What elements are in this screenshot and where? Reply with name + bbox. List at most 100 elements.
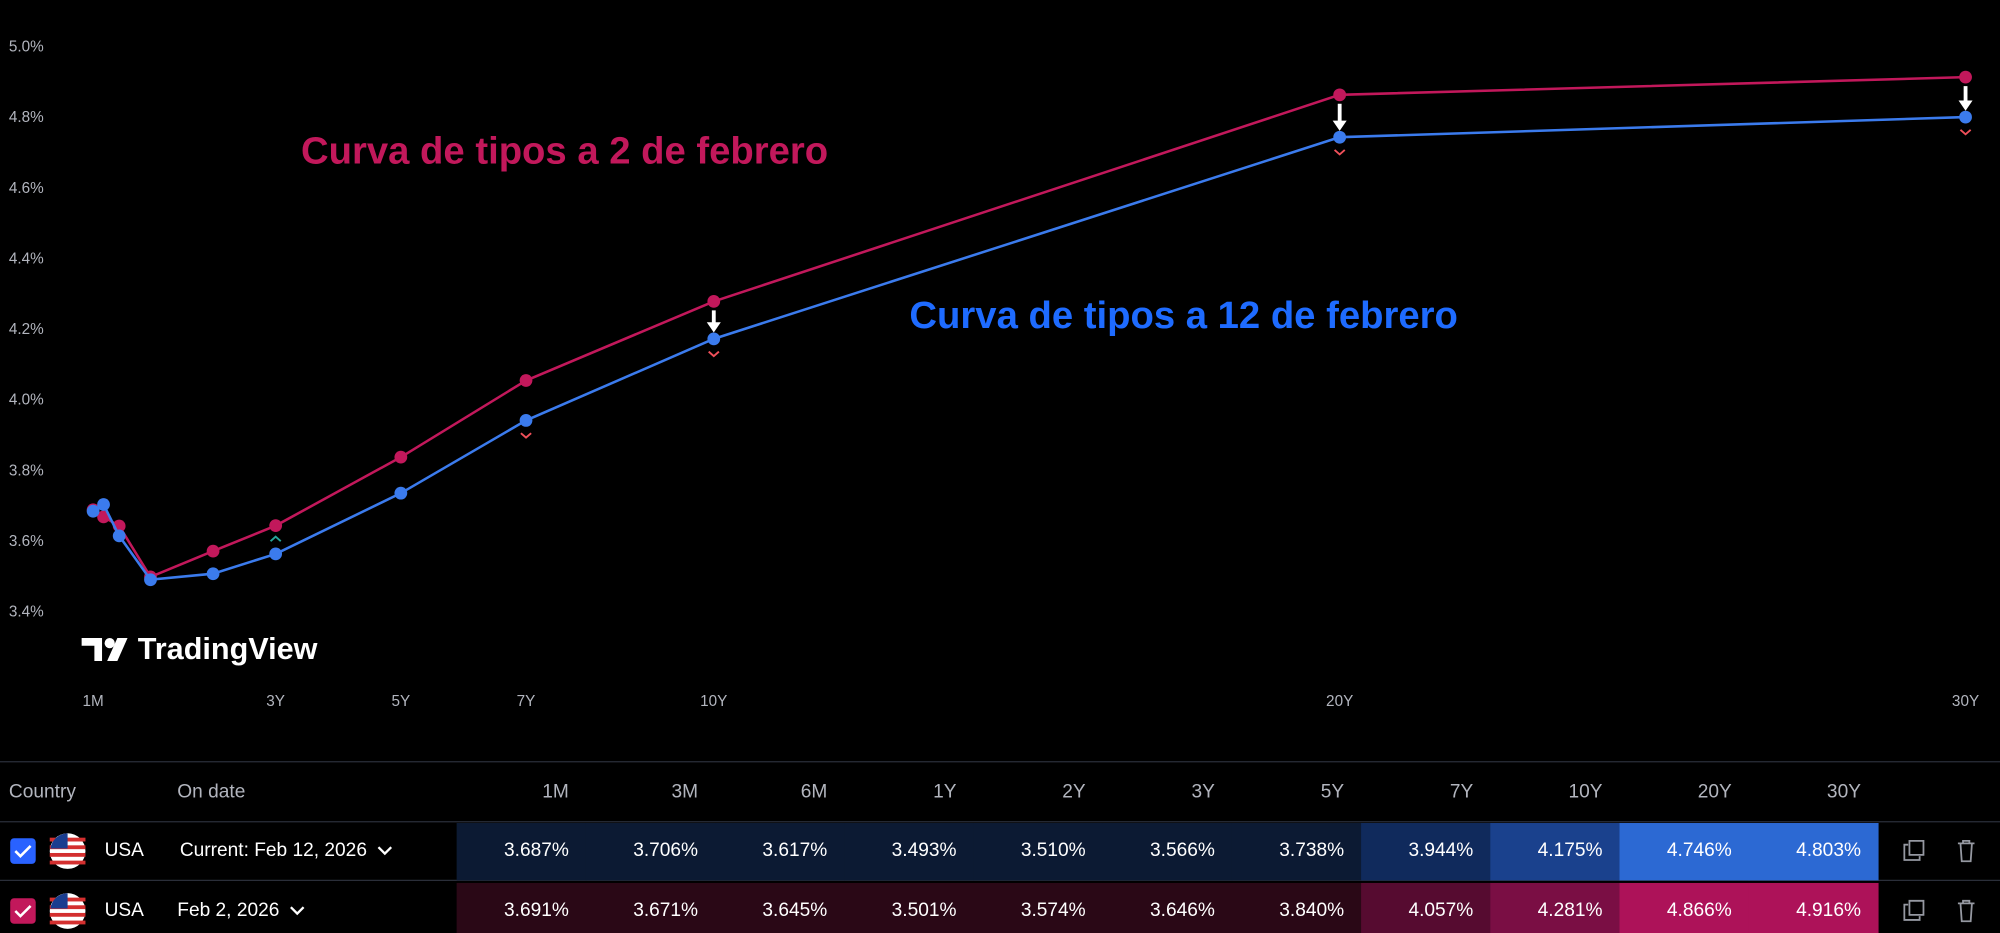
cell-value: 3.671% bbox=[633, 900, 698, 921]
copy-icon[interactable] bbox=[1903, 899, 1925, 921]
cell-bg bbox=[844, 823, 975, 881]
dropdown-chevron[interactable] bbox=[290, 906, 305, 916]
cell-value: 3.493% bbox=[892, 840, 957, 861]
cell-bg bbox=[715, 823, 845, 881]
x-tick-label: 20Y bbox=[1326, 693, 1353, 710]
checkbox[interactable] bbox=[10, 838, 36, 864]
trash-icon[interactable] bbox=[1957, 839, 1975, 863]
watermark: TradingView bbox=[138, 632, 318, 666]
change-chevron bbox=[269, 535, 282, 542]
cell-value: 3.944% bbox=[1408, 840, 1473, 861]
date-select[interactable]: Current: Feb 12, 2026 bbox=[180, 840, 367, 861]
point bbox=[1959, 110, 1972, 124]
y-tick-label: 4.4% bbox=[9, 250, 44, 267]
y-tick-label: 4.0% bbox=[9, 392, 44, 409]
cell-bg bbox=[973, 882, 1104, 933]
cell-bg bbox=[456, 882, 587, 933]
cell-value: 3.645% bbox=[762, 900, 827, 921]
flag-stripe bbox=[49, 860, 86, 865]
country: USA bbox=[105, 900, 145, 921]
change-arrow bbox=[706, 310, 721, 333]
cell-value: 3.687% bbox=[504, 840, 569, 861]
annotation: Curva de tipos a 2 de febrero bbox=[301, 129, 828, 172]
x-tick-label: 30Y bbox=[1952, 693, 1979, 710]
cell-value: 3.510% bbox=[1021, 840, 1086, 861]
header-maturity: 6M bbox=[801, 781, 828, 802]
header-date: On date bbox=[177, 781, 245, 802]
dropdown-chevron[interactable] bbox=[377, 846, 393, 856]
cell-bg bbox=[1361, 882, 1491, 933]
x-tick-label: 3Y bbox=[266, 693, 285, 710]
flag-stripe bbox=[49, 920, 86, 925]
cell-bg bbox=[1748, 823, 1879, 881]
y-tick-label: 4.2% bbox=[9, 321, 44, 338]
y-tick-label: 5.0% bbox=[9, 39, 44, 56]
cell-value: 4.916% bbox=[1796, 900, 1861, 921]
flag-canton bbox=[50, 833, 68, 849]
header-maturity: 1Y bbox=[933, 781, 957, 802]
change-arrow bbox=[1332, 103, 1347, 131]
cell-bg bbox=[456, 823, 587, 881]
cell-value: 4.057% bbox=[1408, 900, 1473, 921]
point bbox=[707, 295, 721, 308]
header-maturity: 3Y bbox=[1192, 781, 1216, 802]
header-maturity: 5Y bbox=[1321, 781, 1345, 802]
point bbox=[1959, 70, 1972, 84]
cell-value: 4.175% bbox=[1538, 840, 1603, 861]
header-maturity: 10Y bbox=[1569, 781, 1603, 802]
header-maturity: 30Y bbox=[1827, 781, 1861, 802]
change-arrow bbox=[1958, 86, 1973, 111]
trash-icon[interactable] bbox=[1957, 899, 1975, 923]
point bbox=[519, 374, 533, 387]
cell-value: 3.840% bbox=[1279, 900, 1344, 921]
change-chevron bbox=[520, 432, 532, 439]
cell-bg bbox=[1490, 823, 1621, 881]
point bbox=[112, 529, 126, 543]
x-tick-label: 5Y bbox=[391, 693, 410, 710]
cell-bg bbox=[1231, 882, 1362, 933]
change-chevron bbox=[708, 350, 720, 358]
flag-stripe bbox=[49, 912, 86, 917]
checkbox[interactable] bbox=[10, 898, 36, 924]
cell-bg bbox=[844, 882, 975, 933]
checkmark bbox=[14, 905, 32, 918]
cell-value: 4.746% bbox=[1667, 840, 1732, 861]
cell-bg bbox=[1490, 882, 1621, 933]
header-country: Country bbox=[9, 781, 76, 802]
y-tick-label: 4.6% bbox=[9, 180, 44, 197]
cell-value: 3.706% bbox=[633, 840, 698, 861]
header-maturity: 3M bbox=[672, 781, 699, 802]
cell-value: 3.574% bbox=[1021, 900, 1086, 921]
y-tick-label: 3.4% bbox=[9, 604, 44, 621]
cell-bg bbox=[715, 882, 845, 933]
cell-value: 4.866% bbox=[1667, 900, 1732, 921]
cell-value: 4.803% bbox=[1796, 840, 1861, 861]
point bbox=[206, 567, 220, 581]
header-maturity: 7Y bbox=[1450, 781, 1474, 802]
point bbox=[269, 519, 283, 533]
y-tick-label: 3.8% bbox=[9, 462, 44, 479]
point bbox=[144, 573, 157, 587]
flag-stripe bbox=[49, 852, 86, 857]
checkmark bbox=[14, 845, 32, 858]
date-select[interactable]: Feb 2, 2026 bbox=[177, 900, 279, 921]
cell-value: 3.617% bbox=[762, 840, 827, 861]
change-chevron bbox=[1333, 149, 1346, 156]
point bbox=[86, 504, 100, 518]
point bbox=[1333, 88, 1347, 102]
copy-icon[interactable] bbox=[1903, 839, 1925, 861]
cell-value: 4.281% bbox=[1538, 900, 1603, 921]
cell-bg bbox=[1361, 823, 1491, 881]
cell-bg bbox=[1231, 823, 1362, 881]
cell-bg bbox=[1619, 823, 1750, 881]
cell-value: 3.691% bbox=[504, 900, 569, 921]
change-chevron bbox=[1959, 129, 1972, 136]
cell-bg bbox=[1102, 882, 1233, 933]
header-maturity: 2Y bbox=[1062, 781, 1086, 802]
country: USA bbox=[105, 840, 145, 861]
point bbox=[519, 414, 533, 427]
header-maturity: 20Y bbox=[1698, 781, 1732, 802]
